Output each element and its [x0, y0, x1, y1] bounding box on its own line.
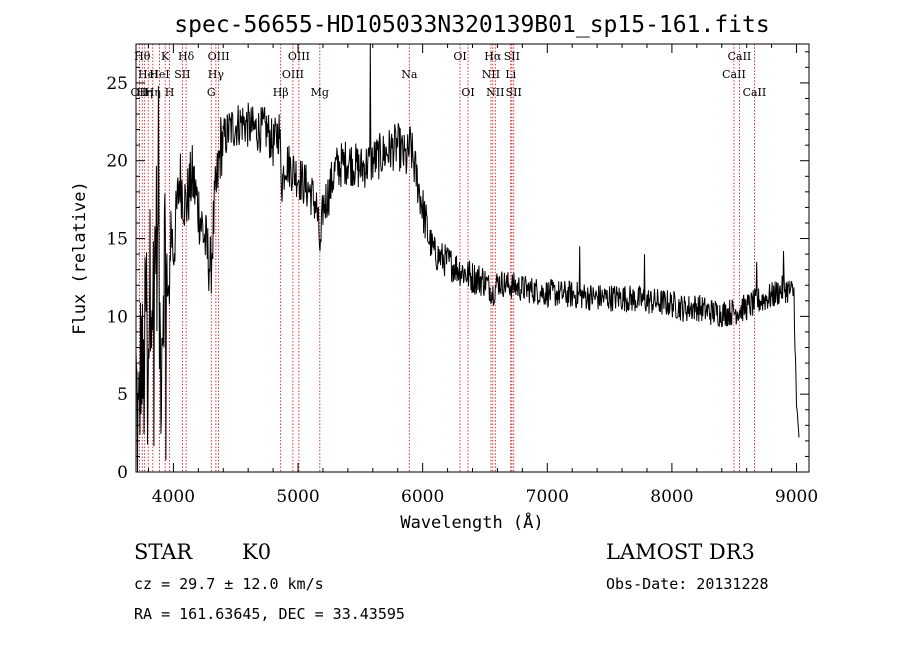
redshift-readout: cz = 29.7 ± 12.0 km/s: [134, 575, 324, 593]
y-tick-label: 0: [117, 463, 128, 483]
y-tick-label: 20: [106, 152, 128, 172]
line-marker-label: Hη: [137, 86, 153, 99]
line-marker-label: OIII: [282, 68, 304, 81]
chart-title: spec-56655-HD105033N320139B01_sp15-161.f…: [174, 12, 769, 38]
object-class: STAR: [134, 540, 193, 564]
line-marker-label: CaII: [728, 50, 752, 63]
y-tick-label: 15: [106, 230, 128, 250]
line-marker-label: Na: [401, 68, 418, 81]
line-marker-label: Hα: [484, 50, 502, 63]
x-tick-label: 6000: [401, 487, 444, 507]
line-marker-label: Hδ: [178, 50, 195, 63]
line-marker-label: Hη: [145, 86, 161, 99]
y-axis-ticks: 0 5 10 15 20 25: [106, 51, 809, 483]
line-marker-label: CaII: [722, 68, 746, 81]
line-marker-label: SII: [504, 50, 520, 63]
line-marker-label: Hθ: [134, 50, 151, 63]
y-tick-label: 10: [106, 307, 128, 327]
line-marker-label: K: [161, 50, 170, 63]
coordinates-readout: RA = 161.63645, DEC = 33.43595: [134, 605, 405, 623]
line-marker-label: CaII: [743, 86, 767, 99]
line-marker-label: OI: [453, 50, 466, 63]
x-tick-label: 9000: [775, 487, 818, 507]
y-axis-label: Flux (relative): [70, 181, 90, 335]
line-marker-label: G: [207, 86, 216, 99]
spectrum-series-line: [135, 43, 800, 473]
line-marker-label: NII: [482, 68, 500, 81]
plot-frame: [135, 43, 810, 473]
line-marker-label: OIII: [208, 50, 230, 63]
y-tick-label: 25: [106, 74, 128, 94]
line-marker-labels: OIIHθHηHeIHηHeIKHSIIHδGHγOIIIHβOIIIOIIIM…: [131, 50, 767, 99]
line-marker-label: Li: [505, 68, 516, 81]
line-marker-label: NII: [486, 86, 504, 99]
obs-date: Obs-Date: 20131228: [606, 575, 769, 593]
x-tick-label: 8000: [650, 487, 693, 507]
x-tick-label: 4000: [152, 487, 195, 507]
x-axis-label: Wavelength (Å): [400, 511, 543, 533]
survey-name: LAMOST DR3: [606, 540, 755, 564]
x-tick-label: 5000: [276, 487, 319, 507]
line-marker-label: OIII: [288, 50, 310, 63]
line-marker-label: Hβ: [273, 86, 289, 99]
line-marker-label: HeI: [149, 68, 169, 81]
line-marker-label: HeI: [138, 68, 158, 81]
line-marker-label: OI: [461, 86, 474, 99]
line-marker-label: SII: [506, 86, 522, 99]
line-marker-label: H: [165, 86, 175, 99]
line-marker-label: OII: [131, 86, 149, 99]
line-marker-label: Mg: [311, 86, 329, 99]
x-axis-ticks: 4000 5000 6000 7000 8000 9000: [147, 44, 818, 507]
y-tick-label: 5: [117, 385, 128, 405]
x-tick-label: 7000: [526, 487, 569, 507]
object-subclass: K0: [242, 540, 271, 564]
line-marker-label: Hγ: [208, 68, 225, 81]
line-marker-label: SII: [174, 68, 190, 81]
